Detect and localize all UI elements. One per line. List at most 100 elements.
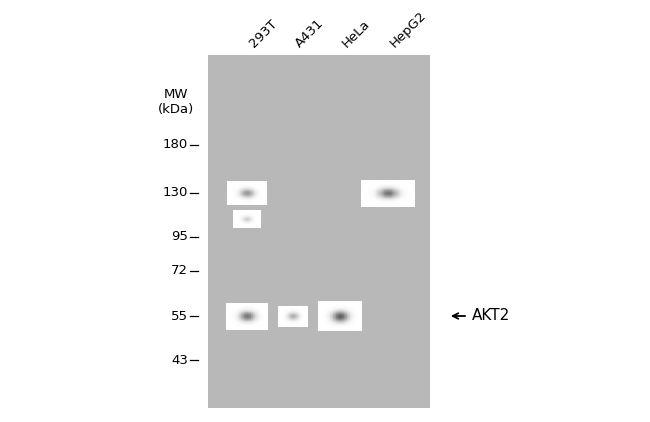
Bar [320, 305, 321, 306]
Bar [333, 309, 334, 310]
Bar [374, 193, 376, 194]
Bar [402, 195, 403, 196]
Bar [369, 196, 370, 197]
Bar [241, 314, 242, 315]
Bar [264, 316, 265, 317]
Bar [413, 191, 415, 192]
Bar [370, 193, 371, 194]
Bar [397, 186, 398, 187]
Bar [361, 185, 362, 186]
Bar [242, 326, 243, 327]
Bar [352, 310, 353, 311]
Bar [361, 190, 362, 191]
Bar [359, 306, 360, 307]
Bar [344, 309, 345, 310]
Bar [369, 193, 370, 194]
Bar [352, 302, 353, 303]
Bar [341, 306, 343, 307]
Bar [364, 183, 365, 184]
Bar [388, 194, 389, 195]
Bar [390, 197, 391, 198]
Bar [369, 182, 370, 183]
Bar [322, 320, 323, 321]
Bar [408, 201, 410, 202]
Bar [361, 205, 362, 206]
Bar [319, 326, 320, 327]
Bar [344, 302, 345, 303]
Bar [343, 311, 344, 312]
Bar [379, 195, 380, 196]
Bar [351, 301, 352, 302]
Bar [396, 187, 397, 188]
Bar [331, 322, 332, 323]
Bar [385, 189, 386, 190]
Bar [319, 327, 320, 328]
Bar [357, 325, 358, 326]
Bar [405, 200, 406, 201]
Bar [368, 194, 369, 195]
Bar [346, 315, 348, 316]
Bar [402, 185, 403, 186]
Bar [382, 191, 383, 192]
Bar [358, 318, 359, 319]
Bar [256, 329, 257, 330]
Bar [381, 180, 382, 181]
Bar [251, 326, 252, 327]
Bar [235, 316, 236, 317]
Bar [379, 192, 380, 193]
Bar [380, 188, 381, 189]
Bar [227, 315, 228, 316]
Bar [396, 205, 397, 206]
Bar [247, 309, 248, 310]
Bar [393, 190, 394, 191]
Bar [267, 308, 268, 309]
Bar [387, 199, 388, 200]
Bar [254, 329, 255, 330]
Bar [338, 328, 339, 329]
Bar [231, 314, 232, 315]
Bar [265, 311, 266, 312]
Bar [318, 317, 319, 318]
Bar [232, 315, 233, 316]
Bar [252, 329, 253, 330]
Bar [246, 312, 247, 313]
Bar [235, 320, 236, 321]
Bar [406, 181, 407, 182]
Bar [348, 314, 349, 315]
Bar [324, 303, 325, 304]
Bar [323, 316, 324, 317]
Bar [249, 314, 250, 315]
Bar [329, 310, 330, 311]
Bar [391, 194, 393, 195]
Bar [323, 305, 324, 306]
Bar [373, 181, 374, 182]
Bar [361, 327, 363, 328]
Bar [398, 179, 400, 180]
Bar [345, 326, 346, 327]
Bar [247, 329, 248, 330]
Bar [388, 181, 389, 182]
Bar [254, 305, 255, 306]
Bar [251, 304, 252, 305]
Bar [394, 193, 395, 194]
Bar [261, 304, 262, 305]
Bar [266, 321, 267, 322]
Bar [324, 321, 325, 322]
Bar [332, 307, 333, 308]
Bar [234, 315, 235, 316]
Bar [339, 322, 340, 323]
Bar [331, 315, 332, 316]
Bar [252, 327, 253, 328]
Bar [393, 187, 394, 188]
Bar [339, 318, 340, 319]
Bar [345, 312, 346, 313]
Bar [396, 201, 397, 202]
Bar [339, 330, 340, 331]
Bar [335, 308, 336, 309]
Bar [384, 197, 385, 198]
Bar [354, 315, 355, 316]
Bar [333, 310, 334, 311]
Bar [366, 201, 367, 202]
Bar [396, 183, 397, 184]
Bar [393, 195, 394, 196]
